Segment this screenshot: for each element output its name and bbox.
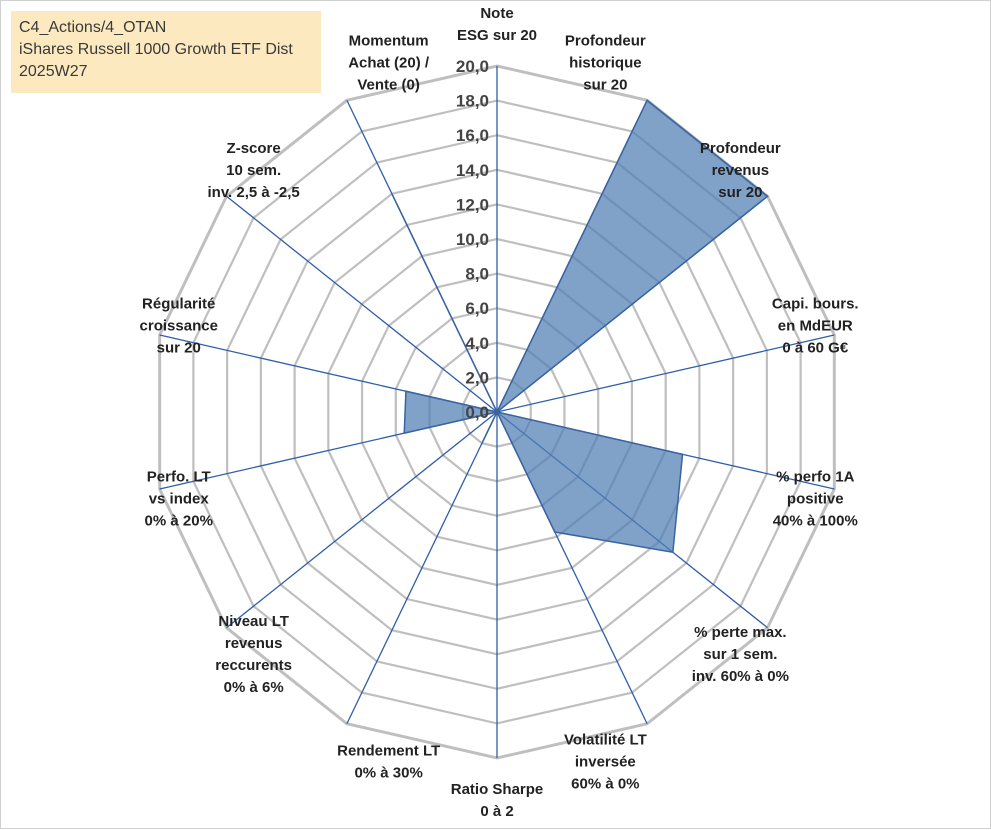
tick-label-6: 12,0 (456, 195, 489, 214)
axis-label-4-line-1: positive (787, 490, 844, 507)
title-line-1: C4_Actions/4_OTAN (19, 17, 313, 39)
axis-label-7: Ratio Sharpe 0 à 2 (451, 781, 544, 820)
axis-label-5-line-0: % perte max. (694, 624, 787, 641)
title-box: C4_Actions/4_OTAN iShares Russell 1000 G… (11, 11, 321, 93)
axis-label-9-line-3: 0% à 6% (224, 679, 284, 696)
axis-label-13-line-1: Achat (20) / (348, 54, 430, 71)
axis-label-5-line-1: sur 1 sem. (703, 646, 777, 663)
axis-label-8-line-0: Rendement LT (337, 743, 440, 760)
tick-label-7: 14,0 (456, 161, 489, 180)
axis-label-8-line-1: 0% à 30% (354, 765, 422, 782)
axis-label-11-line-2: sur 20 (157, 340, 201, 357)
axis-label-11-line-1: croissance (140, 318, 218, 335)
axis-label-3: Capi. bours. en MdEUR 0 à 60 G€ (772, 296, 859, 357)
axis-label-2-line-1: revenus (712, 162, 770, 179)
axis-label-0: Note ESG sur 20 (457, 5, 537, 44)
axis-label-3-line-2: 0 à 60 G€ (782, 340, 849, 357)
axis-label-6-line-1: inversée (575, 754, 636, 771)
tick-label-3: 6,0 (465, 299, 489, 318)
axis-label-5: % perte max. sur 1 sem. inv. 60% à 0% (692, 624, 789, 685)
axis-label-9-line-0: Niveau LT (218, 613, 289, 630)
axis-label-12-line-1: 10 sem. (226, 162, 281, 179)
title-line-2: iShares Russell 1000 Growth ETF Dist (19, 39, 313, 61)
axis-label-9: Niveau LT revenus reccurents 0% à 6% (215, 613, 292, 696)
axis-label-2-line-0: Profondeur (700, 140, 781, 157)
tick-label-5: 10,0 (456, 230, 489, 249)
axis-label-7-line-1: 0 à 2 (480, 803, 513, 820)
axis-label-0-line-1: ESG sur 20 (457, 27, 537, 44)
axis-label-10: Perfo. LT vs index 0% à 20% (145, 468, 213, 529)
tick-label-2: 4,0 (465, 334, 489, 353)
axis-label-13-line-0: Momentum (349, 32, 429, 49)
axis-label-3-line-1: en MdEUR (778, 318, 853, 335)
axis-label-8: Rendement LT 0% à 30% (337, 743, 440, 782)
tick-label-10: 20,0 (456, 57, 489, 76)
axis-label-4-line-0: % perfo 1A (776, 468, 855, 485)
axis-label-12-line-2: inv. 2,5 à -2,5 (208, 184, 300, 201)
tick-label-0: 0,0 (465, 403, 489, 422)
axis-label-0-line-0: Note (480, 5, 513, 22)
axis-label-1-line-2: sur 20 (583, 76, 627, 93)
axis-label-4: % perfo 1A positive 40% à 100% (773, 468, 858, 529)
tick-label-9: 18,0 (456, 92, 489, 111)
axis-label-6-line-0: Volatilité LT (564, 732, 647, 749)
axis-label-7-line-0: Ratio Sharpe (451, 781, 544, 798)
axis-label-3-line-0: Capi. bours. (772, 296, 859, 313)
axis-label-10-line-0: Perfo. LT (147, 468, 211, 485)
axis-label-12-line-0: Z-score (227, 140, 281, 157)
title-line-3: 2025W27 (19, 61, 313, 83)
axis-label-13-line-2: Vente (0) (357, 76, 420, 93)
axis-label-9-line-2: reccurents (215, 657, 292, 674)
axis-label-11-line-0: Régularité (142, 296, 215, 313)
tick-label-8: 16,0 (456, 126, 489, 145)
axis-label-6-line-2: 60% à 0% (571, 776, 639, 793)
axis-label-11: Régularité croissance sur 20 (140, 296, 218, 357)
axis-label-1-line-0: Profondeur (565, 32, 646, 49)
axis-label-10-line-1: vs index (149, 490, 210, 507)
axis-label-1-line-1: historique (569, 54, 642, 71)
axis-label-10-line-2: 0% à 20% (145, 512, 213, 529)
axis-label-6: Volatilité LT inversée 60% à 0% (564, 732, 647, 793)
tick-label-1: 2,0 (465, 368, 489, 387)
tick-layer: 0,0 2,0 4,0 6,0 8,0 10,0 12,0 14,0 16,0 18,0 20,0 (456, 57, 489, 422)
axis-label-13: Momentum Achat (20) / Vente (0) (348, 32, 430, 93)
axis-label-5-line-2: inv. 60% à 0% (692, 668, 789, 685)
tick-label-4: 8,0 (465, 265, 489, 284)
axis-label-9-line-1: revenus (225, 635, 283, 652)
axis-label-4-line-2: 40% à 100% (773, 512, 858, 529)
axis-label-2-line-2: sur 20 (718, 184, 762, 201)
